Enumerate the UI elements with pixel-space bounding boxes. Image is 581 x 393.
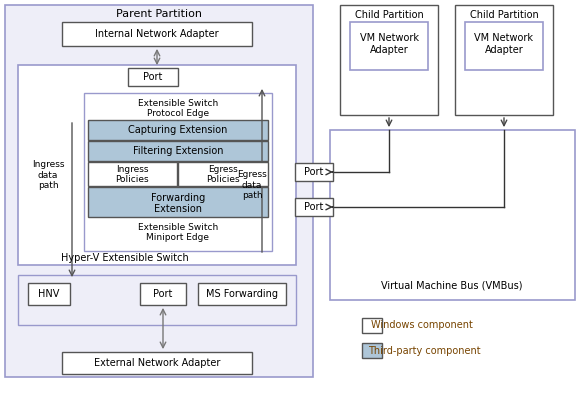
Text: Port: Port [153, 289, 173, 299]
Bar [350, 22, 428, 70]
Text: Capturing Extension: Capturing Extension [128, 125, 228, 135]
Text: Adapter: Adapter [370, 45, 408, 55]
Text: Policies: Policies [115, 174, 149, 184]
Text: Child Partition: Child Partition [354, 10, 424, 20]
Bar [465, 22, 543, 70]
Text: Egress
data
path: Egress data path [237, 170, 267, 200]
Bar [88, 162, 177, 186]
Bar [84, 93, 272, 251]
Text: VM Network: VM Network [360, 33, 418, 43]
Bar [62, 22, 252, 46]
Bar [88, 120, 268, 140]
Text: Third-party component: Third-party component [368, 345, 480, 356]
Text: External Network Adapter: External Network Adapter [94, 358, 220, 368]
Text: Port: Port [144, 72, 163, 82]
Text: Miniport Edge: Miniport Edge [146, 233, 210, 242]
Text: Port: Port [304, 202, 324, 212]
Bar [362, 343, 382, 358]
Text: Forwarding: Forwarding [151, 193, 205, 203]
Bar [88, 141, 268, 161]
Text: Windows component: Windows component [371, 321, 473, 331]
Text: Extension: Extension [154, 204, 202, 214]
Text: Ingress
data
path: Ingress data path [32, 160, 64, 190]
Text: Child Partition: Child Partition [469, 10, 539, 20]
Text: Virtual Machine Bus (VMBus): Virtual Machine Bus (VMBus) [381, 280, 523, 290]
Text: Filtering Extension: Filtering Extension [132, 146, 223, 156]
Text: Hyper-V Extensible Switch: Hyper-V Extensible Switch [61, 253, 189, 263]
Text: Internal Network Adapter: Internal Network Adapter [95, 29, 219, 39]
Text: Port: Port [304, 167, 324, 177]
Bar [5, 5, 313, 377]
Bar [362, 318, 382, 333]
Bar [128, 68, 178, 86]
Text: Extensible Switch: Extensible Switch [138, 224, 218, 233]
Bar [295, 163, 333, 181]
Text: VM Network: VM Network [475, 33, 533, 43]
Text: Policies: Policies [206, 174, 240, 184]
Text: Ingress: Ingress [116, 165, 148, 174]
Bar [455, 5, 553, 115]
Bar [18, 275, 296, 325]
Bar [198, 283, 286, 305]
Bar [18, 65, 296, 265]
Text: HNV: HNV [38, 289, 60, 299]
Text: Parent Partition: Parent Partition [116, 9, 202, 19]
Bar [62, 352, 252, 374]
Bar [28, 283, 70, 305]
Bar [295, 198, 333, 216]
Bar [88, 187, 268, 217]
Bar [140, 283, 186, 305]
Bar [340, 5, 438, 115]
Bar [178, 162, 268, 186]
Text: Extensible Switch: Extensible Switch [138, 99, 218, 108]
Text: Protocol Edge: Protocol Edge [147, 108, 209, 118]
Text: Adapter: Adapter [485, 45, 523, 55]
Text: Egress: Egress [208, 165, 238, 174]
Text: MS Forwarding: MS Forwarding [206, 289, 278, 299]
Bar [330, 130, 575, 300]
